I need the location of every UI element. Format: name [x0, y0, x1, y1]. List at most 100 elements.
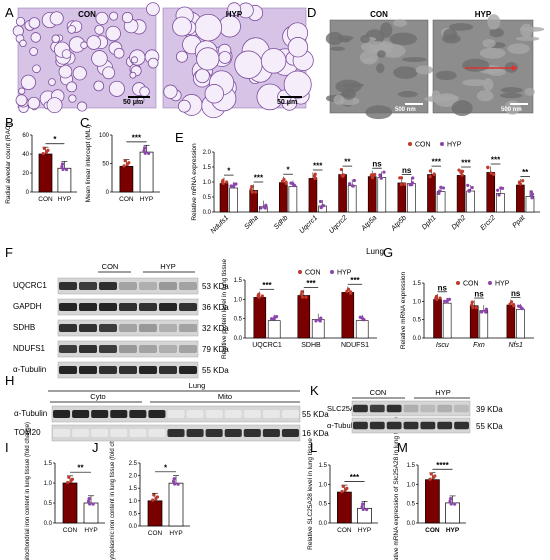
- blot-h-row-band: [224, 429, 242, 437]
- chart-g-sig-label: ns: [438, 283, 448, 292]
- scale-bar: [280, 96, 302, 98]
- panel-letter-F: F: [5, 245, 13, 260]
- alveolus-shape: [29, 47, 39, 56]
- chart-f-dot: [362, 318, 366, 322]
- chart-e-x-tick-label: Ndufs1: [210, 214, 231, 235]
- blot-h-row-band: [72, 429, 90, 437]
- chart-f-x-tick-label: NDUFS1: [341, 342, 369, 349]
- chart-g-y-tick-label: 1.0: [413, 299, 422, 305]
- chart-e-y-tick-label: 1.0: [203, 180, 212, 186]
- chart-b-y-tick-label: 20: [22, 171, 29, 177]
- blot-f-row-band: [139, 366, 157, 374]
- chart-e-dot: [229, 184, 233, 188]
- blot-h-row-band: [129, 429, 147, 437]
- chart-e-bar: [278, 182, 288, 213]
- chart-c-dot: [122, 164, 126, 168]
- chart-c-dot: [142, 148, 146, 153]
- chart-l-sig-label: ***: [350, 473, 360, 482]
- chart-l-y-tick-label: 1.0: [319, 482, 328, 488]
- chart-e-bar: [367, 176, 377, 213]
- blot-h-row-band: [281, 429, 299, 437]
- chart-e-x-tick-label: Atp5b: [389, 214, 408, 233]
- blot-f-row-label: NDUFS1: [13, 344, 46, 353]
- chart-f-dot: [300, 295, 305, 299]
- chart-m-dot: [449, 502, 453, 506]
- panel-letter-L: L: [310, 440, 317, 455]
- chart-e-dot: [352, 178, 356, 183]
- chart-e-sig-label: ***: [313, 162, 323, 171]
- em-organelle: [398, 90, 418, 98]
- chart-e-sig-label: **: [522, 168, 529, 177]
- chart-e-dot: [457, 168, 461, 172]
- chart-e-dot: [293, 184, 297, 188]
- alveolus-shape: [94, 24, 105, 35]
- chart-e-dot: [319, 206, 323, 210]
- chart-m-dot: [433, 474, 437, 478]
- em-organelle: [376, 63, 385, 74]
- panel-a-hyp-label: HYP: [226, 10, 243, 19]
- blot-f-row-band: [119, 366, 137, 374]
- blot-h-row-band: [262, 429, 280, 437]
- chart-g-x-tick-label: Fxn: [473, 342, 485, 349]
- chart-l-y-tick-label: 1.5: [319, 463, 328, 469]
- panel-letter-H: H: [5, 373, 14, 388]
- chart-l-y-label: Relative SLC25A28 level in lung tissue: [307, 438, 314, 550]
- blot-f-row-label: α-Tubulin: [13, 365, 46, 374]
- em-organelle: [329, 46, 346, 51]
- alveolus-shape: [61, 49, 72, 59]
- alveolus-shape: [139, 86, 150, 97]
- chart-e-dot: [439, 185, 443, 189]
- alveolus-shape: [32, 64, 41, 74]
- em-organelle: [341, 88, 356, 100]
- chart-e-dot: [499, 186, 503, 190]
- em-organelle: [340, 38, 351, 43]
- chart-f-y-tick-label: 1.0: [234, 297, 243, 303]
- alveolus-shape: [287, 37, 309, 58]
- chart-i-dot: [88, 502, 92, 506]
- chart-f-x-tick-label: UQCRC1: [252, 342, 282, 349]
- chart-e-bar: [427, 174, 436, 213]
- chart-e-y-tick-label: 0.5: [203, 195, 212, 201]
- blot-f-row-label: SDHB: [13, 323, 35, 332]
- em-organelle: [380, 44, 406, 58]
- alveolus-shape: [48, 78, 56, 86]
- chart-g-dot: [447, 297, 452, 301]
- chart-g-dot: [438, 296, 442, 300]
- chart-l-x-tick-label: CON: [337, 527, 352, 534]
- blot-f-row-band: [59, 324, 77, 332]
- em-organelle: [487, 14, 501, 30]
- chart-i-y-tick-label: 0.5: [44, 501, 53, 507]
- blot-k-row-band: [369, 421, 385, 430]
- em-organelle: [482, 39, 496, 48]
- chart-i-dot: [91, 502, 95, 506]
- blot-h-row-band: [167, 410, 185, 418]
- blot-k-row-band: [386, 404, 402, 413]
- chart-f-bar: [311, 319, 325, 339]
- alveolus-shape: [147, 57, 159, 69]
- chart-g-dot: [520, 307, 524, 311]
- em-organelle: [364, 57, 377, 63]
- chart-e-y-tick-label: 0.0: [203, 210, 212, 216]
- blot-h-row-label: TOM20: [14, 428, 41, 437]
- blot-f-size-label: 32 KDa: [202, 324, 229, 333]
- chart-l-dot: [345, 486, 349, 490]
- chart-g-dot: [435, 297, 439, 301]
- chart-f-dot: [349, 291, 353, 295]
- chart-c-dot: [143, 146, 147, 150]
- chart-g-y-tick-label: 1.5: [413, 281, 422, 287]
- chart-c-x-tick-label: HYP: [140, 196, 153, 203]
- chart-f-y-tick-label: 0.5: [234, 317, 243, 323]
- chart-i-dot: [86, 499, 91, 503]
- chart-e-dot: [347, 182, 352, 186]
- alveolus-shape: [95, 11, 109, 25]
- chart-f-dot: [299, 292, 303, 297]
- chart-e-sig-label: **: [344, 158, 351, 167]
- em-organelle: [462, 58, 490, 72]
- chart-e-dot: [341, 174, 345, 178]
- alveolus-shape: [163, 84, 178, 99]
- blot-f-row-band: [99, 366, 117, 374]
- chart-l-y-tick-label: 0.5: [319, 502, 328, 508]
- alveolus-shape: [196, 47, 220, 71]
- chart-e-dot: [496, 188, 500, 192]
- alveolus-shape: [91, 50, 108, 67]
